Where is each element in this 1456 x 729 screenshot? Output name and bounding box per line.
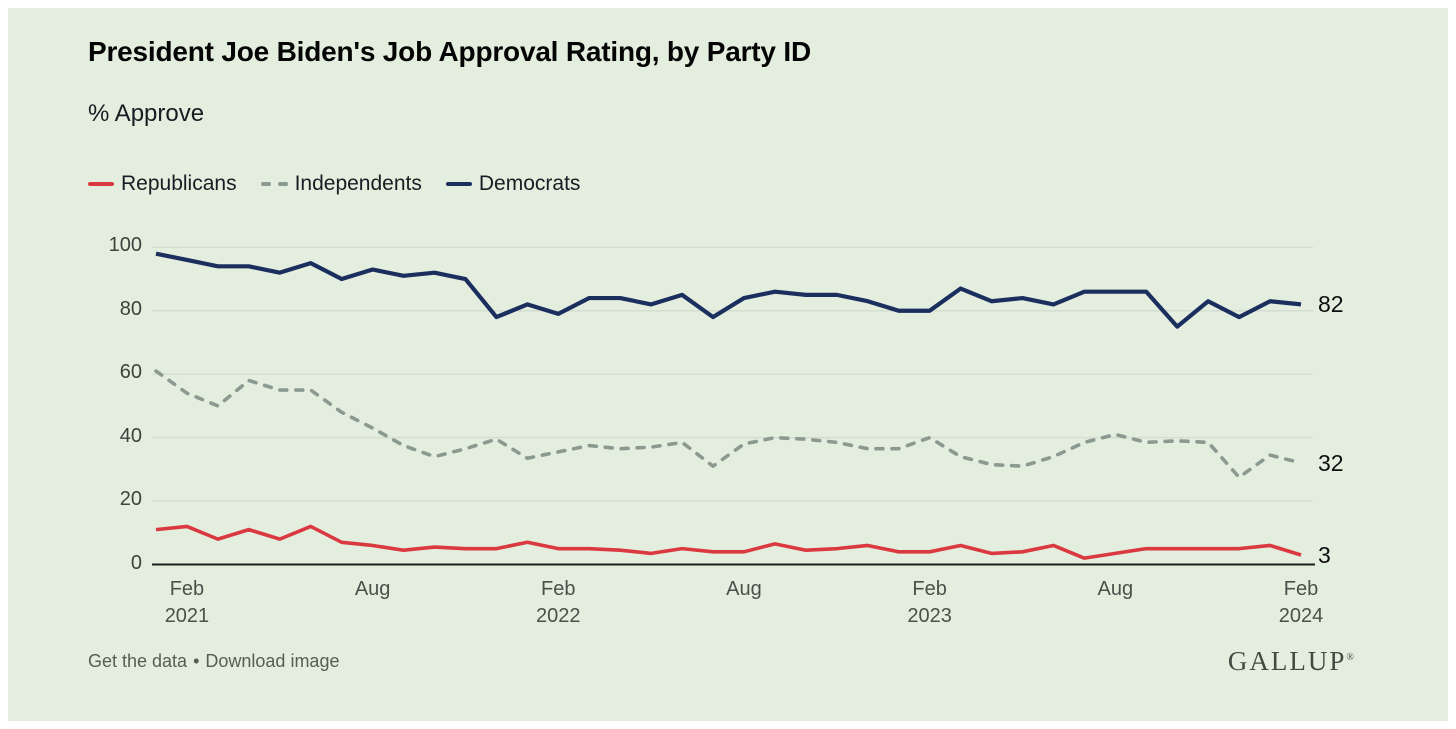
y-tick-label: 80 <box>119 297 142 320</box>
registered-mark: ® <box>1346 652 1354 663</box>
legend-item-independents[interactable]: Independents <box>260 172 422 196</box>
legend-label: Republicans <box>121 172 237 195</box>
x-tick-label: Aug <box>354 578 391 600</box>
x-tick-label: Feb 2023 <box>907 578 952 627</box>
x-tick-label: Aug <box>1097 578 1134 600</box>
chart-title: President Joe Biden's Job Approval Ratin… <box>88 36 811 67</box>
download-image-link[interactable]: Download image <box>205 651 340 671</box>
footer-links: Get the data • Download image <box>88 651 339 672</box>
get-the-data-link[interactable]: Get the data <box>88 651 188 671</box>
legend-item-democrats[interactable]: Democrats <box>445 172 581 196</box>
independents-dash-swatch-icon <box>260 182 288 186</box>
end-value-label-independents: 32 <box>1318 449 1344 476</box>
democrats-line-swatch-icon <box>445 182 472 186</box>
series-line-independents <box>154 369 1303 480</box>
end-value-label-republicans: 3 <box>1318 541 1331 568</box>
republicans-line-swatch-icon <box>88 182 114 186</box>
end-value-label-democrats: 82 <box>1318 291 1344 318</box>
legend-label: Democrats <box>478 172 581 195</box>
x-tick-label: Feb 2022 <box>536 578 581 627</box>
chart-background-panel <box>8 8 1448 721</box>
legend-item-republicans[interactable]: Republicans <box>88 172 237 196</box>
series-line-democrats <box>155 251 1302 329</box>
y-tick-label: 60 <box>119 361 142 384</box>
x-tick-label: Feb 2024 <box>1278 578 1324 627</box>
x-tick-label: Feb 2021 <box>164 578 210 627</box>
legend: Republicans Independents Democrats <box>88 172 580 196</box>
y-tick-label: 40 <box>119 424 142 447</box>
footer-separator: • <box>193 651 200 671</box>
y-tick-label: 100 <box>108 234 142 257</box>
y-tick-label: 20 <box>119 488 142 511</box>
y-axis-unit-label: % Approve <box>88 100 205 127</box>
legend-label: Independents <box>294 172 422 195</box>
y-tick-label: 0 <box>130 551 142 574</box>
gallup-logo: GALLUP® <box>1227 646 1354 676</box>
series-line-republicans <box>155 524 1302 560</box>
x-tick-label: Aug <box>726 578 762 600</box>
